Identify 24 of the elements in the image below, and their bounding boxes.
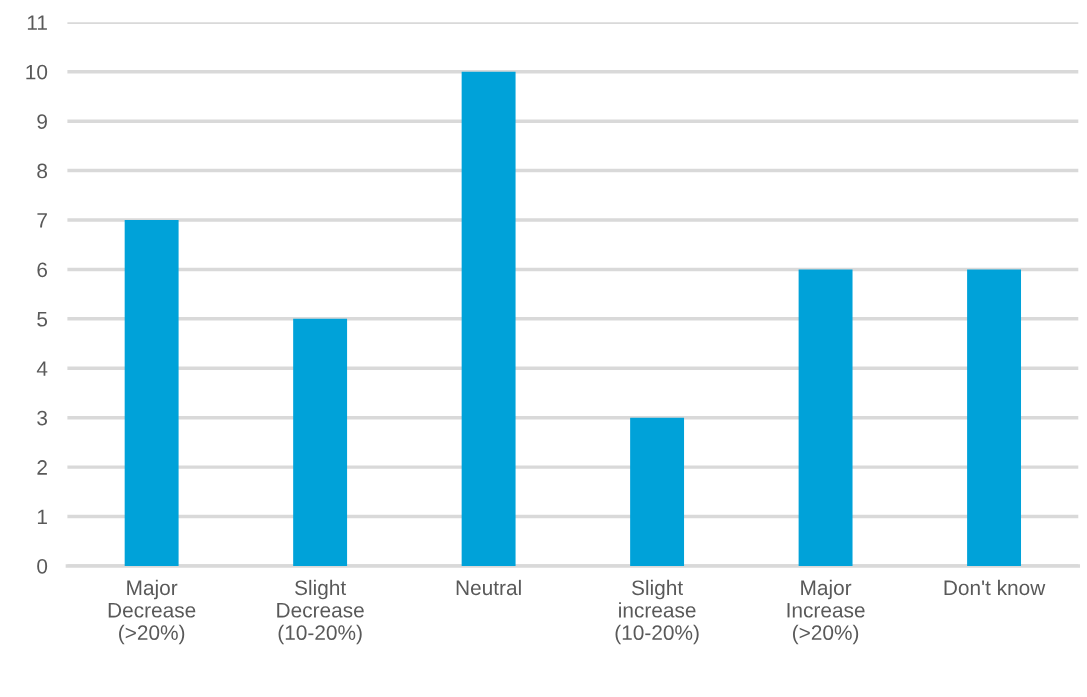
bar [461, 71, 516, 566]
y-tick-label: 1 [37, 509, 47, 525]
y-tick-label: 4 [36, 361, 48, 376]
x-tick-label: Slight Decrease (10-20%) [277, 579, 364, 645]
y-tick-label: 2 [37, 460, 47, 475]
bar [293, 318, 348, 566]
y-tick-label: 3 [37, 410, 48, 426]
y-tick-label: 0 [37, 558, 48, 574]
y-tick-label: 11 [27, 15, 47, 30]
bar [630, 417, 685, 566]
x-tick-label: Don't know [944, 579, 1046, 596]
bar [124, 220, 179, 566]
x-tick-label: Neutral [456, 579, 521, 596]
y-tick-label: 7 [37, 213, 47, 228]
y-tick-label: 5 [37, 312, 48, 327]
y-tick-label: 6 [37, 262, 48, 278]
bar [798, 269, 853, 566]
y-tick-label: 9 [37, 114, 47, 129]
y-tick-label: 8 [37, 163, 48, 179]
y-tick-label: 10 [26, 64, 48, 80]
x-tick-label: Slight increase (10-20%) [615, 579, 699, 645]
x-tick-label: Major Increase (>20%) [787, 579, 865, 645]
bar [967, 269, 1022, 566]
x-tick-label: Major Decrease (>20%) [108, 579, 196, 645]
